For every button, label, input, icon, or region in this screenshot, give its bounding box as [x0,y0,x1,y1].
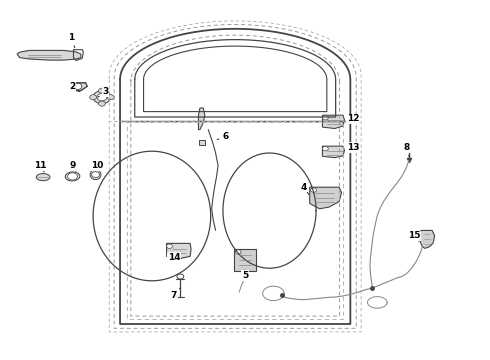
Circle shape [322,116,328,120]
Polygon shape [17,50,81,60]
Circle shape [311,188,317,192]
Text: 1: 1 [68,33,75,48]
Circle shape [68,173,77,180]
Polygon shape [322,146,344,158]
Circle shape [98,101,105,106]
Polygon shape [198,108,205,130]
Ellipse shape [36,174,50,181]
Text: 15: 15 [408,231,420,241]
Text: 13: 13 [343,143,359,152]
Text: 8: 8 [404,143,410,157]
Ellipse shape [90,170,101,180]
Circle shape [167,244,172,248]
Ellipse shape [65,172,80,181]
Polygon shape [310,187,342,209]
Text: 6: 6 [217,132,228,141]
Text: 10: 10 [91,161,103,171]
Text: 12: 12 [343,114,359,123]
Circle shape [107,95,114,100]
Circle shape [235,250,241,254]
Circle shape [90,95,97,100]
Text: 4: 4 [300,183,309,194]
Text: 2: 2 [70,82,79,92]
Polygon shape [322,115,344,129]
Text: 7: 7 [171,288,180,300]
FancyBboxPatch shape [234,249,256,271]
Text: 14: 14 [168,252,180,262]
Polygon shape [418,230,435,248]
Polygon shape [167,243,191,259]
Circle shape [93,91,111,104]
Circle shape [97,94,107,101]
Text: 11: 11 [34,161,47,172]
Circle shape [98,88,105,93]
Polygon shape [70,83,87,91]
Text: 3: 3 [98,87,108,97]
Text: 5: 5 [242,270,248,280]
Circle shape [73,83,82,90]
Polygon shape [199,140,205,145]
Text: 9: 9 [69,161,76,171]
Circle shape [322,147,328,151]
Circle shape [92,172,99,177]
